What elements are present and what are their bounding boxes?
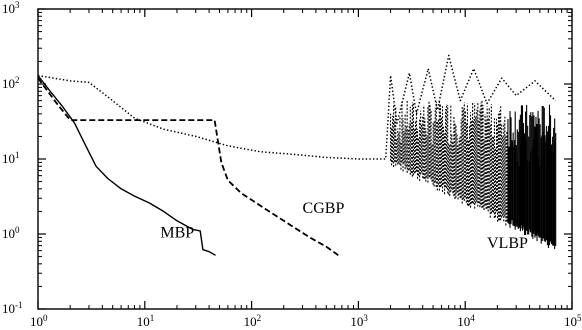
y-tick-label: 102 (2, 75, 20, 91)
series-labels: MBP CGBP VLBP (160, 200, 528, 252)
x-tick-label: 102 (244, 313, 262, 329)
series-label-mbp: MBP (160, 224, 194, 241)
x-tick-label: 105 (564, 313, 582, 329)
x-tick-label: 101 (137, 313, 155, 329)
y-tick-label: 100 (2, 225, 20, 241)
series-vlbp-oscillation (390, 100, 557, 249)
series-mbp-line (37, 75, 216, 256)
y-tick-label: 103 (2, 0, 20, 16)
y-tick-label: 101 (2, 150, 20, 166)
series-label-cgbp: CGBP (303, 200, 345, 217)
y-tick-label: 10-1 (2, 300, 23, 316)
x-tick-label: 103 (350, 313, 368, 329)
series-group (37, 54, 557, 257)
series-vlbp-line (37, 54, 557, 160)
x-tick-label: 100 (30, 313, 48, 329)
series-cgbp-line (37, 77, 339, 257)
x-tick-label: 104 (457, 313, 475, 329)
series-label-vlbp: VLBP (487, 235, 528, 252)
